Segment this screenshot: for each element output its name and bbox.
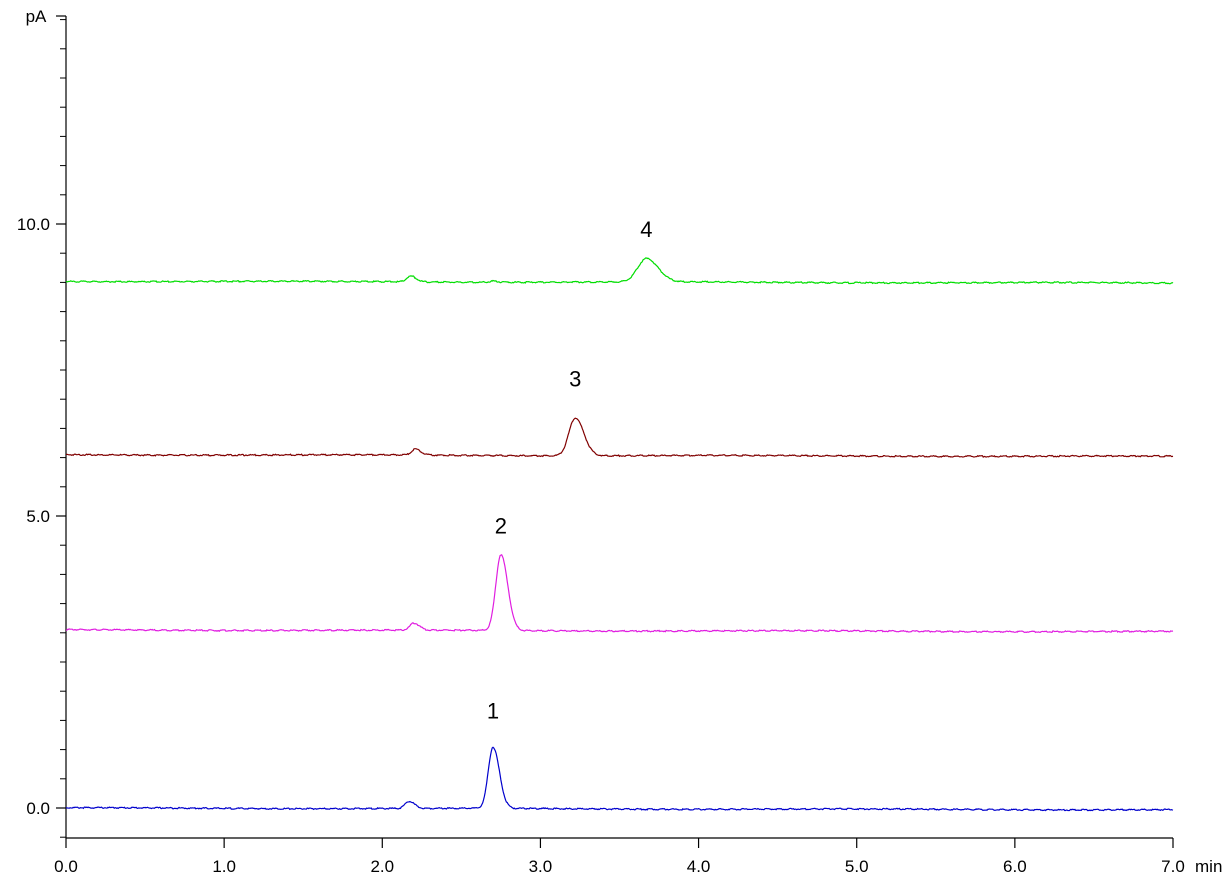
y-tick-label: 5.0	[26, 507, 50, 526]
trace-line	[65, 746, 1174, 812]
x-tick-label: 7.0	[1161, 857, 1185, 876]
x-tick-label: 0.0	[54, 857, 78, 876]
peak-annotations: 1 2 3 4	[487, 217, 653, 724]
y-axis-ticks: 0.0 5.0 10.0	[17, 15, 66, 818]
y-minor-ticks	[60, 19, 66, 838]
trace-line	[65, 257, 1174, 285]
trace-line	[65, 417, 1174, 458]
peak-number-label: 4	[640, 217, 652, 242]
x-tick-label: 1.0	[212, 857, 236, 876]
y-tick-label: 10.0	[17, 215, 50, 234]
x-tick-label: 6.0	[1003, 857, 1027, 876]
y-axis-unit-label: pA	[26, 7, 47, 26]
x-tick-label: 4.0	[687, 857, 711, 876]
trace-line	[65, 554, 1174, 634]
x-tick-label: 3.0	[529, 857, 553, 876]
x-axis-ticks: 0.0 1.0 2.0 3.0 4.0 5.0 6.0 7.0 min	[54, 838, 1222, 876]
peak-number-label: 2	[495, 514, 507, 539]
x-tick-label: 2.0	[370, 857, 394, 876]
chromatogram-traces	[65, 257, 1174, 812]
x-axis-unit-label: min	[1195, 857, 1222, 876]
x-tick-label: 5.0	[845, 857, 869, 876]
peak-number-label: 1	[487, 699, 499, 724]
peak-number-label: 3	[569, 366, 581, 391]
y-tick-label: 0.0	[26, 799, 50, 818]
